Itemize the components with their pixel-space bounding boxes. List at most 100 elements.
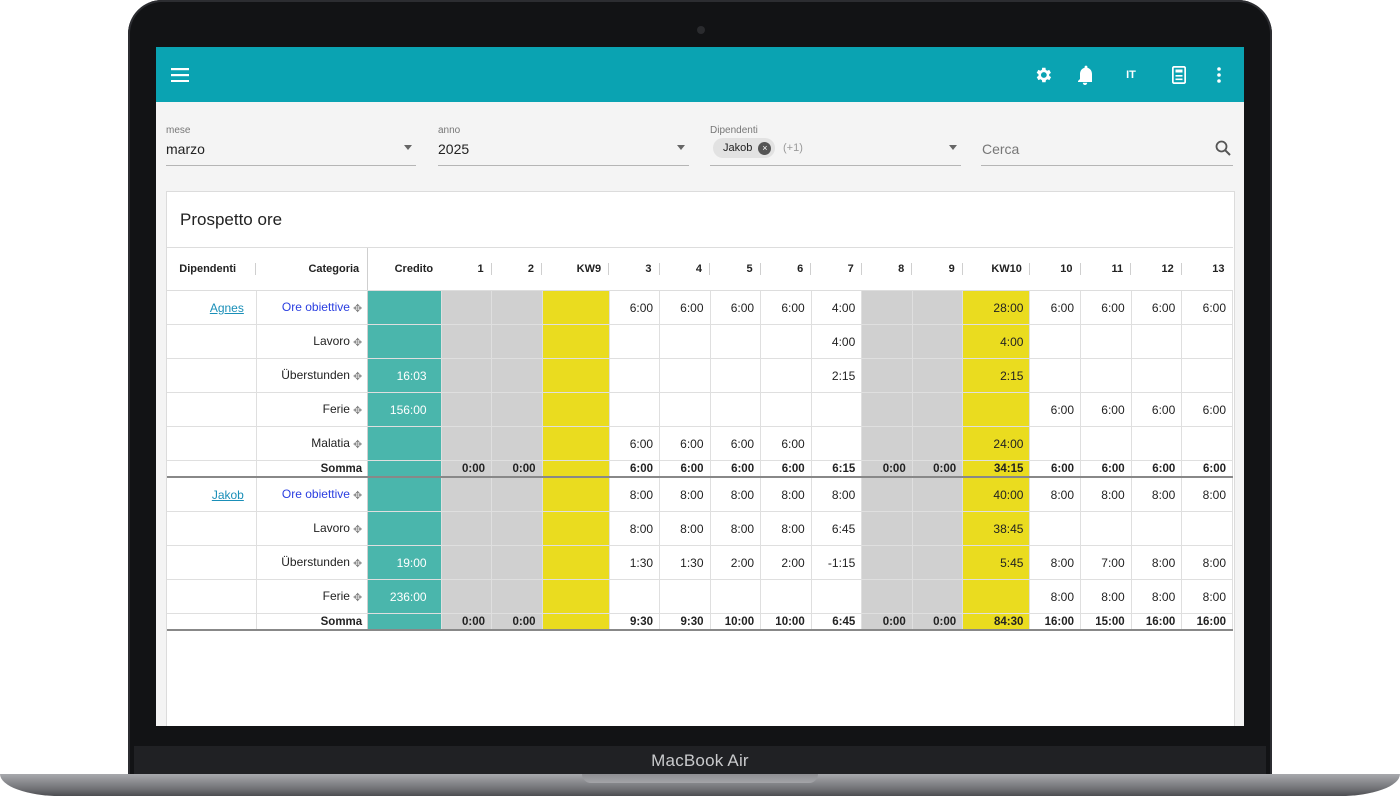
- expand-icon[interactable]: ✥: [352, 336, 363, 349]
- value-cell: [491, 426, 543, 461]
- value-cell: [491, 579, 543, 614]
- expand-icon[interactable]: ✥: [352, 438, 363, 451]
- category-cell[interactable]: Ferie ✥: [256, 579, 369, 614]
- sum-cell: 0:00: [440, 613, 493, 631]
- employee-link[interactable]: Jakob: [211, 487, 244, 502]
- value-cell: [709, 358, 762, 393]
- sum-label: Somma: [256, 613, 369, 631]
- table-row: Lavoro ✥ 4:00 4:00: [167, 324, 1233, 359]
- category-cell[interactable]: Malatia ✥: [256, 426, 369, 461]
- sum-cell: [367, 613, 442, 631]
- sum-cell: 6:00: [1080, 460, 1132, 478]
- search-icon[interactable]: [1215, 140, 1231, 161]
- more-vert-icon[interactable]: [1208, 47, 1230, 102]
- employee-link[interactable]: Agnes: [209, 300, 244, 315]
- sum-cell: 0:00: [911, 460, 964, 478]
- expand-icon[interactable]: ✥: [352, 404, 363, 417]
- value-cell: [541, 358, 610, 393]
- app-screen: IT mese marzo anno 2025 Dipendenti Jakob…: [156, 47, 1244, 726]
- value-cell: 8:00: [608, 511, 661, 546]
- value-cell: 19:00: [367, 545, 442, 580]
- sum-cell: 6:00: [709, 460, 762, 478]
- sum-cell: 0:00: [491, 613, 543, 631]
- category-label: Überstunden: [281, 368, 350, 383]
- value-cell: [1181, 358, 1233, 393]
- employee-cell: Jakob: [167, 476, 257, 512]
- value-cell: [861, 358, 913, 393]
- value-cell: [709, 392, 762, 427]
- value-cell: 28:00: [962, 290, 1031, 325]
- chevron-down-icon: [677, 145, 685, 150]
- category-cell[interactable]: Ferie ✥: [256, 392, 369, 427]
- table-row: Jakob Ore obiettive ✥ 8:00 8:00 8:00 8:00 8:00 4…: [167, 476, 1233, 512]
- expand-icon[interactable]: ✥: [352, 523, 363, 536]
- value-cell: 6:00: [709, 290, 762, 325]
- language-switch[interactable]: IT: [1126, 68, 1136, 81]
- bell-icon[interactable]: [1074, 47, 1096, 102]
- laptop-notch: [582, 774, 818, 783]
- employee-chip-label: Jakob: [723, 142, 753, 154]
- value-cell: [1130, 324, 1183, 359]
- value-cell: [810, 579, 863, 614]
- sum-cell: 10:00: [760, 613, 812, 631]
- year-select[interactable]: anno 2025: [438, 125, 689, 166]
- expand-icon[interactable]: ✥: [352, 591, 363, 604]
- expand-icon[interactable]: ✥: [352, 489, 363, 502]
- category-cell[interactable]: Überstunden ✥: [256, 545, 369, 580]
- column-header: 11: [1080, 248, 1132, 291]
- hamburger-icon[interactable]: [170, 47, 190, 102]
- column-header: 9: [912, 248, 964, 291]
- value-cell: [367, 511, 442, 546]
- calculator-icon[interactable]: [1168, 47, 1190, 102]
- employee-cell: [167, 392, 257, 427]
- category-label: Ore obiettive: [281, 300, 350, 315]
- value-cell: [962, 392, 1031, 427]
- sum-cell: [367, 460, 442, 478]
- column-header: 1: [441, 248, 493, 291]
- category-cell[interactable]: Überstunden ✥: [256, 358, 369, 393]
- sum-cell: 0:00: [491, 460, 543, 478]
- expand-icon[interactable]: ✥: [352, 370, 363, 383]
- employees-more-count: (+1): [783, 142, 803, 154]
- category-cell[interactable]: Ore obiettive ✥: [256, 290, 369, 325]
- employees-label: Dipendenti: [710, 125, 758, 136]
- value-cell: [367, 426, 442, 461]
- column-header: KW9: [542, 248, 610, 291]
- sum-cell: 84:30: [962, 613, 1031, 631]
- value-cell: [491, 545, 543, 580]
- table-row: Ferie ✥ 156:00 6:00 6:00 6:00 6:00: [167, 392, 1233, 427]
- category-cell[interactable]: Lavoro ✥: [256, 324, 369, 359]
- value-cell: 4:00: [810, 290, 863, 325]
- value-cell: [760, 579, 812, 614]
- value-cell: [911, 358, 964, 393]
- employees-select[interactable]: Dipendenti Jakob × (+1): [710, 125, 961, 166]
- value-cell: [861, 579, 913, 614]
- value-cell: 6:00: [1130, 290, 1183, 325]
- employee-cell: [167, 324, 257, 359]
- employee-cell: Agnes: [167, 290, 257, 325]
- value-cell: [440, 426, 493, 461]
- sum-cell: 0:00: [911, 613, 964, 631]
- expand-icon[interactable]: ✥: [352, 302, 363, 315]
- value-cell: [861, 290, 913, 325]
- gear-icon[interactable]: [1032, 47, 1054, 102]
- value-cell: [440, 511, 493, 546]
- value-cell: -1:15: [810, 545, 863, 580]
- value-cell: 8:00: [1029, 545, 1082, 580]
- value-cell: [608, 392, 661, 427]
- search-input[interactable]: Cerca: [981, 125, 1233, 166]
- chip-remove-icon[interactable]: ×: [758, 141, 772, 155]
- month-select[interactable]: mese marzo: [166, 125, 416, 166]
- sum-cell: 34:15: [962, 460, 1031, 478]
- value-cell: 8:00: [810, 476, 863, 512]
- employee-chip[interactable]: Jakob ×: [713, 138, 776, 158]
- chevron-down-icon: [404, 145, 412, 150]
- value-cell: [760, 358, 812, 393]
- value-cell: [709, 324, 762, 359]
- category-cell[interactable]: Lavoro ✥: [256, 511, 369, 546]
- value-cell: 8:00: [659, 511, 711, 546]
- category-cell[interactable]: Ore obiettive ✥: [256, 476, 369, 512]
- laptop-chin: MacBook Air: [134, 746, 1266, 776]
- expand-icon[interactable]: ✥: [352, 557, 363, 570]
- value-cell: [861, 511, 913, 546]
